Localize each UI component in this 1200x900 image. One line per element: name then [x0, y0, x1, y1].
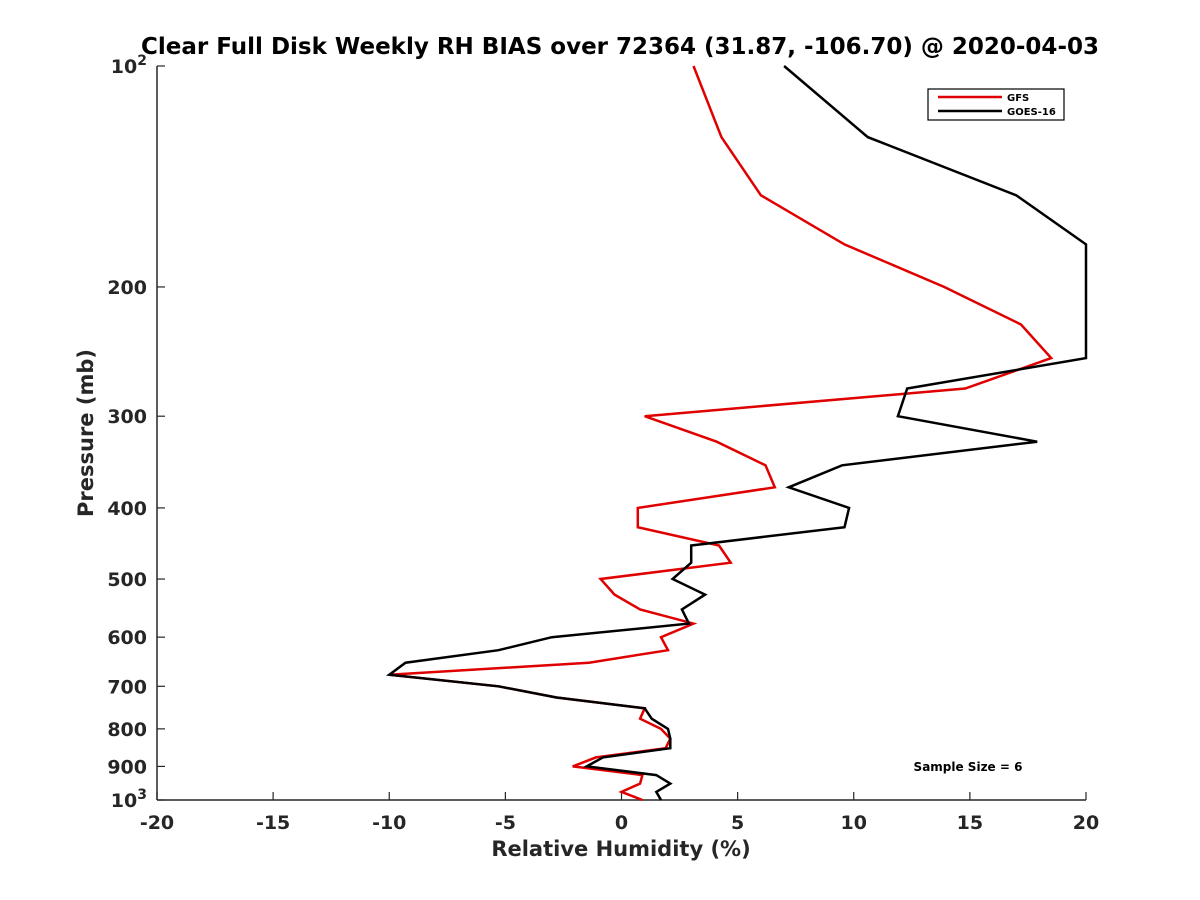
- x-tick-label: -15: [256, 812, 290, 834]
- y-tick-label: 300: [107, 406, 147, 428]
- x-tick-label: 15: [957, 812, 983, 834]
- y-tick-label: 900: [107, 756, 147, 778]
- x-tick-label: 10: [841, 812, 867, 834]
- x-tick-label: -20: [140, 812, 174, 834]
- series-layer: [385, 65, 1088, 802]
- legend-label-gfs: GFS: [1007, 93, 1029, 104]
- y-tick-label: 200: [107, 277, 147, 299]
- chart-title: Clear Full Disk Weekly RH BIAS over 7236…: [141, 34, 1099, 60]
- x-axis-label: Relative Humidity (%): [491, 837, 750, 861]
- y-tick-label: 800: [107, 719, 147, 741]
- y-tick-label: 600: [107, 627, 147, 649]
- x-tick-label: 0: [615, 812, 628, 834]
- x-ticks: -20 -15 -10 -5 0 5 10 15 20: [140, 792, 1099, 834]
- y-axis-label: Pressure (mb): [74, 349, 98, 517]
- series-line-gfs: [389, 65, 1054, 802]
- sample-size-annotation: Sample Size = 6: [914, 760, 1023, 774]
- x-tick-label: -10: [372, 812, 406, 834]
- y-tick-label: 400: [107, 498, 147, 520]
- plot-axes: [156, 66, 1086, 801]
- y-tick-label: 102: [111, 53, 147, 78]
- y-tick-label: 103: [111, 787, 147, 812]
- y-ticks: 102 200 300 400 500 600 700 800 900 103: [107, 53, 165, 812]
- y-tick-label: 500: [107, 569, 147, 591]
- legend-label-goes16: GOES-16: [1007, 107, 1056, 118]
- x-tick-label: 5: [731, 812, 744, 834]
- legend: GFS GOES-16: [927, 88, 1065, 121]
- legend-box: [927, 88, 1065, 121]
- series-line-goes16: [385, 65, 1088, 801]
- x-tick-label: 20: [1073, 812, 1099, 834]
- x-tick-label: -5: [495, 812, 516, 834]
- y-tick-label: 700: [107, 676, 147, 698]
